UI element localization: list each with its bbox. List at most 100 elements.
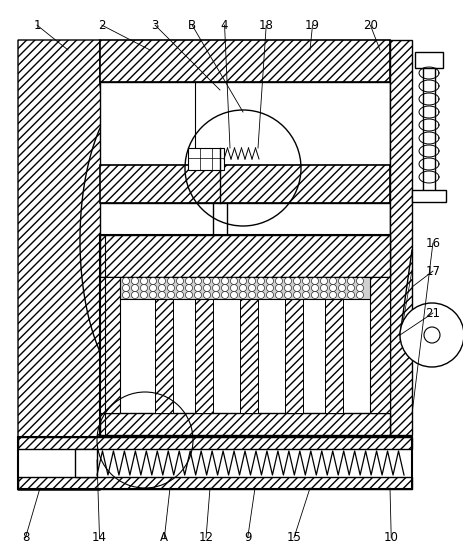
Circle shape xyxy=(400,303,463,367)
Circle shape xyxy=(257,285,264,291)
Circle shape xyxy=(267,277,274,285)
Bar xyxy=(370,277,390,413)
Circle shape xyxy=(312,277,319,285)
Circle shape xyxy=(176,277,183,285)
Circle shape xyxy=(302,291,309,299)
Circle shape xyxy=(131,291,138,299)
Circle shape xyxy=(194,291,201,299)
Circle shape xyxy=(158,285,165,291)
Circle shape xyxy=(140,277,148,285)
Text: 2: 2 xyxy=(98,18,106,32)
Circle shape xyxy=(275,291,282,299)
Text: 16: 16 xyxy=(425,236,440,250)
Circle shape xyxy=(221,291,229,299)
Text: 18: 18 xyxy=(259,18,274,32)
Circle shape xyxy=(357,277,363,285)
Circle shape xyxy=(221,285,229,291)
Text: 10: 10 xyxy=(384,531,399,544)
Circle shape xyxy=(424,327,440,343)
Bar xyxy=(100,277,120,413)
Circle shape xyxy=(267,285,274,291)
Bar xyxy=(120,277,370,299)
Circle shape xyxy=(348,277,355,285)
Circle shape xyxy=(204,277,211,285)
Circle shape xyxy=(249,277,256,285)
Text: 3: 3 xyxy=(151,18,159,32)
Circle shape xyxy=(330,277,337,285)
Circle shape xyxy=(158,277,165,285)
Circle shape xyxy=(312,291,319,299)
Text: 14: 14 xyxy=(92,531,107,544)
Circle shape xyxy=(320,291,327,299)
Circle shape xyxy=(294,291,300,299)
Bar xyxy=(18,449,412,477)
Circle shape xyxy=(294,277,300,285)
Circle shape xyxy=(194,277,201,285)
Text: 8: 8 xyxy=(22,531,29,544)
Circle shape xyxy=(249,291,256,299)
Bar xyxy=(75,449,97,477)
Bar xyxy=(100,82,390,165)
Circle shape xyxy=(284,291,292,299)
Circle shape xyxy=(231,285,238,291)
Bar xyxy=(100,203,390,235)
Circle shape xyxy=(302,285,309,291)
Bar xyxy=(415,52,443,68)
Text: A: A xyxy=(160,531,169,544)
Circle shape xyxy=(267,291,274,299)
Circle shape xyxy=(140,291,148,299)
Circle shape xyxy=(123,277,130,285)
Circle shape xyxy=(186,285,193,291)
Text: 19: 19 xyxy=(305,18,320,32)
Circle shape xyxy=(239,291,246,299)
Bar xyxy=(240,299,258,413)
Circle shape xyxy=(131,277,138,285)
Circle shape xyxy=(150,285,156,291)
Circle shape xyxy=(194,285,201,291)
Bar xyxy=(100,413,390,435)
Circle shape xyxy=(123,285,130,291)
Circle shape xyxy=(231,291,238,299)
Circle shape xyxy=(275,277,282,285)
Bar xyxy=(285,299,303,413)
Circle shape xyxy=(330,291,337,299)
Polygon shape xyxy=(18,40,145,490)
Circle shape xyxy=(357,291,363,299)
Circle shape xyxy=(204,285,211,291)
Circle shape xyxy=(275,285,282,291)
Circle shape xyxy=(221,277,229,285)
Circle shape xyxy=(330,285,337,291)
Bar xyxy=(188,148,224,170)
Circle shape xyxy=(158,291,165,299)
Circle shape xyxy=(186,277,193,285)
Circle shape xyxy=(176,291,183,299)
Circle shape xyxy=(294,285,300,291)
Bar xyxy=(100,165,390,203)
Circle shape xyxy=(338,285,345,291)
Circle shape xyxy=(320,285,327,291)
Circle shape xyxy=(213,285,219,291)
Circle shape xyxy=(168,291,175,299)
Circle shape xyxy=(204,291,211,299)
Circle shape xyxy=(213,277,219,285)
Circle shape xyxy=(348,285,355,291)
Circle shape xyxy=(131,285,138,291)
Circle shape xyxy=(348,291,355,299)
Circle shape xyxy=(123,291,130,299)
Text: 1: 1 xyxy=(33,18,41,32)
Bar xyxy=(18,437,412,449)
Text: 15: 15 xyxy=(287,531,301,544)
Circle shape xyxy=(338,277,345,285)
Circle shape xyxy=(257,277,264,285)
Text: 17: 17 xyxy=(425,264,440,278)
Circle shape xyxy=(338,291,345,299)
Text: 21: 21 xyxy=(425,306,440,320)
Bar xyxy=(155,299,173,413)
Circle shape xyxy=(150,291,156,299)
Bar xyxy=(390,40,412,435)
Bar xyxy=(195,299,213,413)
Circle shape xyxy=(320,277,327,285)
Circle shape xyxy=(213,291,219,299)
Circle shape xyxy=(168,285,175,291)
Circle shape xyxy=(239,285,246,291)
